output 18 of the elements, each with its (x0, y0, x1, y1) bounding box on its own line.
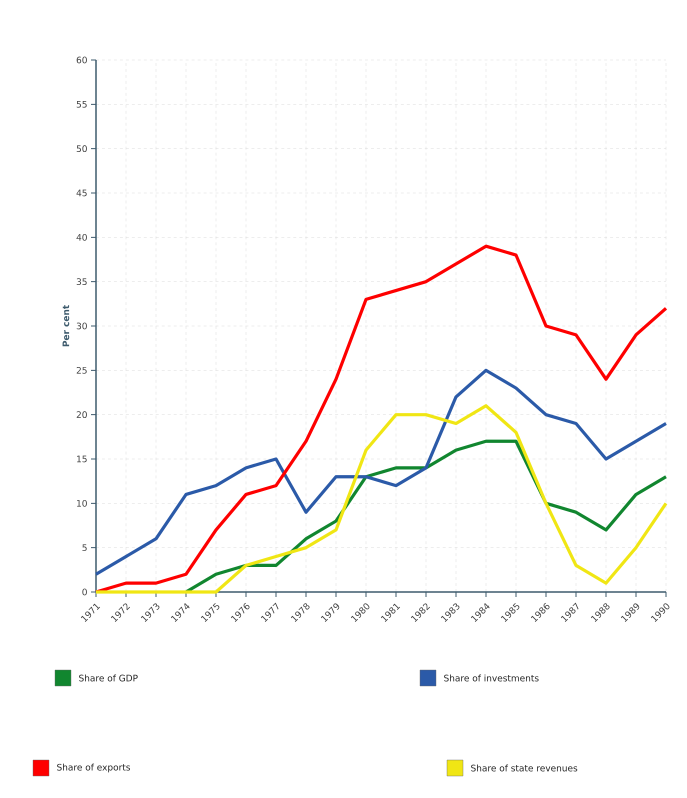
y-tick-label: 30 (76, 322, 87, 330)
legend-label: Share of state revenues (471, 764, 578, 772)
legend-label: Share of investments (444, 674, 539, 682)
y-tick-label: 25 (76, 366, 87, 374)
y-tick-label: 20 (76, 411, 87, 418)
y-tick-label: 60 (76, 56, 87, 64)
y-tick-label: 35 (76, 278, 87, 286)
y-tick-label: 45 (76, 190, 87, 196)
y-tick-label: 50 (76, 145, 87, 152)
y-tick-label: 15 (77, 456, 87, 462)
y-tick-label: 10 (77, 500, 87, 507)
y-tick-label: 40 (76, 234, 87, 241)
y-tick-label: 0 (82, 588, 87, 596)
y-tick-label: 55 (76, 101, 87, 108)
legend-label: Share of exports (57, 764, 130, 772)
legend-label: Share of GDP (79, 674, 138, 682)
y-axis-title: Per cent (62, 305, 70, 346)
y-tick-label: 5 (82, 544, 87, 551)
